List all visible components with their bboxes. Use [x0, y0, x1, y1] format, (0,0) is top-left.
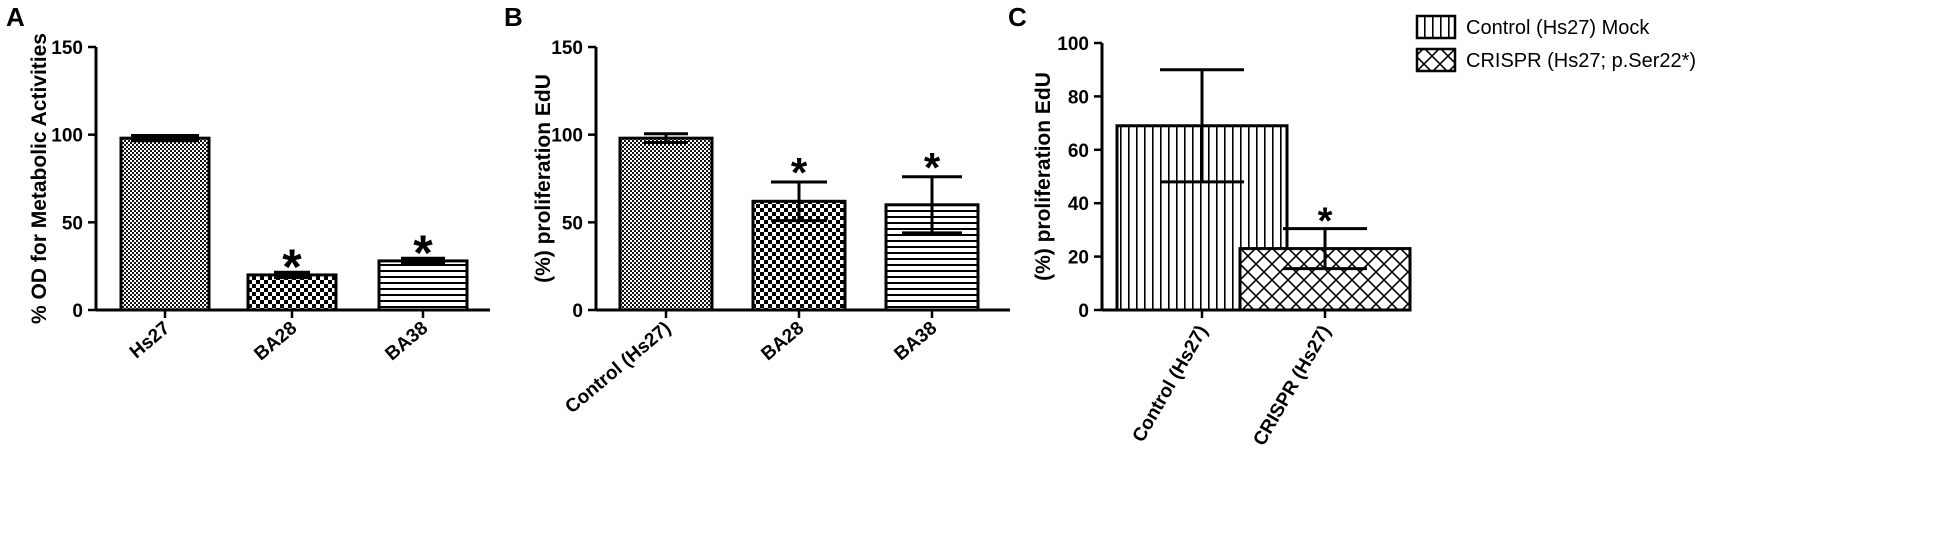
y-tick-label: 0 [72, 301, 83, 322]
category-label: Control (Hs27) [1129, 322, 1213, 446]
y-tick-label: 80 [1068, 87, 1089, 108]
y-tick-label: 0 [572, 301, 583, 322]
category-label: BA28 [758, 318, 809, 365]
y-tick-label: 100 [551, 126, 583, 147]
category-label: Control (Hs27) [561, 318, 675, 418]
category-label: Hs27 [126, 318, 174, 363]
category-label: CRISPR (Hs27) [1250, 322, 1336, 450]
bar [246, 273, 338, 312]
y-tick-label: 100 [1057, 34, 1089, 55]
y-tick-label: 50 [62, 213, 83, 234]
legend-swatch [1415, 47, 1457, 73]
bar [119, 136, 211, 312]
y-tick-label: 0 [1078, 301, 1089, 322]
significance-star: * [1318, 200, 1333, 242]
category-label: BA38 [891, 318, 942, 365]
y-axis-label: (%) proliferation EdU [1032, 72, 1055, 281]
y-tick-label: 60 [1068, 141, 1089, 162]
panel-a-chart: A% OD for Metabolic Activities 0 50 100 150 H… [6, 2, 490, 365]
category-label: BA28 [251, 318, 302, 365]
y-tick-label: 150 [51, 38, 83, 59]
y-axis-label: (%) proliferation EdU [532, 74, 555, 283]
significance-star: * [791, 149, 808, 196]
panel-letter: B [504, 2, 523, 32]
panel-letter: A [6, 2, 25, 32]
legend-swatch [1415, 14, 1457, 40]
y-tick-label: 40 [1068, 194, 1089, 215]
significance-star: * [924, 144, 941, 191]
bar [618, 136, 714, 312]
significance-star: * [282, 239, 302, 295]
category-label: BA38 [382, 318, 433, 365]
panel-letter: C [1008, 2, 1027, 32]
y-axis-label: % OD for Metabolic Activities [28, 33, 51, 324]
panel-c-chart: C (%) proliferation EdU 0 20 40 60 80 100 Contro… [1008, 2, 1696, 450]
y-tick-label: 100 [51, 126, 83, 147]
legend-label: CRISPR (Hs27; p.Ser22*) [1466, 50, 1696, 72]
legend-label: Control (Hs27) Mock [1466, 17, 1650, 39]
y-tick-label: 150 [551, 38, 583, 59]
y-tick-label: 50 [562, 213, 583, 234]
y-tick-label: 20 [1068, 248, 1089, 269]
significance-star: * [413, 225, 433, 281]
panel-b-chart: B (%) proliferation EdU 0 50 100 150 Control (… [504, 2, 1010, 418]
